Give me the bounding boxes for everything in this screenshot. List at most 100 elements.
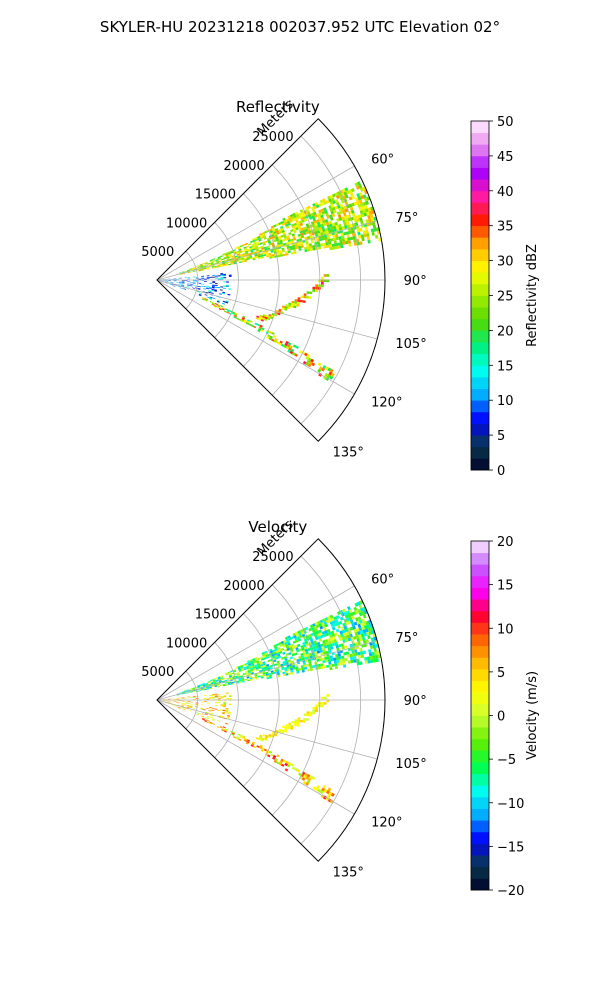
polar-grid	[156, 135, 385, 442]
radar-gate	[223, 677, 227, 680]
radar-gate	[273, 759, 277, 763]
radar-gate	[192, 697, 196, 698]
radar-gate	[323, 620, 328, 625]
radar-gate	[330, 210, 335, 215]
radar-gate	[299, 719, 303, 723]
radar-gate	[322, 624, 326, 629]
radar-gate	[265, 671, 269, 675]
radar-gate	[324, 617, 329, 621]
radar-gate	[252, 256, 256, 259]
radar-gate	[312, 217, 316, 222]
radar-gate	[288, 232, 292, 236]
radar-gate	[324, 659, 329, 663]
radar-gate	[187, 690, 190, 692]
radar-gate	[321, 367, 325, 372]
radar-gate	[320, 622, 325, 626]
radar-gate	[187, 281, 191, 282]
radar-gate	[358, 199, 363, 204]
radar-gate	[309, 713, 313, 717]
radar-gate	[329, 368, 334, 373]
radar-gate	[178, 284, 182, 286]
radar-gate	[333, 209, 337, 214]
radar-gate	[351, 652, 356, 657]
radar-gate	[211, 286, 215, 288]
radar-gate	[261, 231, 265, 235]
radar-gate	[205, 718, 208, 720]
radar-gate	[273, 224, 277, 228]
radar-gate	[287, 248, 291, 251]
radar-gate	[258, 233, 263, 236]
radar-gate	[353, 242, 358, 246]
radar-gate	[316, 238, 320, 242]
radar-gate	[241, 677, 245, 680]
radar-gate	[268, 254, 272, 257]
radar-gate	[257, 329, 261, 333]
radar-gate	[265, 654, 269, 657]
radar-gate	[296, 649, 300, 653]
radar-gate	[323, 645, 328, 649]
radar-gate	[217, 266, 221, 268]
radar-gate	[317, 368, 322, 373]
radar-gate	[358, 612, 363, 617]
radar-gate	[170, 701, 174, 703]
radar-gate	[256, 241, 260, 245]
colorbar-segment	[471, 878, 489, 891]
radar-gate	[223, 310, 227, 313]
radar-gate	[179, 277, 182, 279]
radar-gate	[205, 298, 208, 300]
radar-gate	[253, 242, 257, 246]
radar-gate	[322, 219, 326, 224]
radar-gate	[217, 676, 221, 679]
radar-gate	[299, 299, 303, 303]
radar-gate	[295, 213, 300, 218]
radar-gate	[348, 203, 353, 208]
range-tick-label: 5000	[141, 665, 174, 680]
radar-gate	[244, 662, 249, 666]
radar-gate	[187, 283, 190, 285]
radar-gate	[250, 250, 254, 253]
radar-gate	[322, 633, 327, 638]
radar-gate	[274, 758, 278, 762]
radar-gate	[301, 657, 305, 661]
radar-gate	[328, 640, 332, 645]
radar-gate	[225, 264, 229, 266]
radar-gate	[303, 246, 308, 250]
radar-gate	[228, 254, 232, 257]
radar-gate	[184, 690, 188, 692]
radar-gate	[296, 636, 301, 640]
colorbar-segment	[471, 342, 489, 355]
radar-gate	[249, 246, 253, 249]
radar-gate	[232, 731, 236, 734]
radar-gate	[337, 242, 341, 246]
radar-gate	[220, 697, 224, 699]
radar-gate	[245, 664, 249, 667]
radar-gate	[315, 204, 320, 209]
radar-gate	[223, 277, 227, 279]
radar-gate	[241, 257, 245, 260]
radar-gate	[299, 230, 303, 234]
radar-gate	[343, 231, 347, 236]
radar-gate	[318, 658, 323, 662]
radar-gate	[343, 611, 348, 616]
radar-gate	[360, 220, 364, 225]
radar-gate	[167, 702, 171, 704]
radar-gate	[287, 724, 291, 728]
radar-gate	[197, 686, 201, 688]
radar-gate	[333, 623, 338, 627]
radar-gate	[220, 677, 224, 680]
radar-gate	[260, 329, 264, 332]
radar-gate	[244, 250, 248, 253]
radar-gate	[212, 274, 215, 276]
radar-gate	[296, 659, 300, 662]
radar-gate	[273, 653, 278, 656]
radar-gate	[315, 289, 318, 293]
radar-gate	[303, 226, 308, 230]
radar-gate	[320, 214, 324, 219]
radar-gate	[298, 238, 303, 242]
radar-gate	[294, 652, 298, 656]
radar-gate	[309, 655, 313, 659]
radar-gate	[243, 667, 247, 671]
radar-gate	[229, 258, 233, 261]
radar-gate	[303, 646, 308, 650]
radar-gate	[258, 316, 262, 319]
